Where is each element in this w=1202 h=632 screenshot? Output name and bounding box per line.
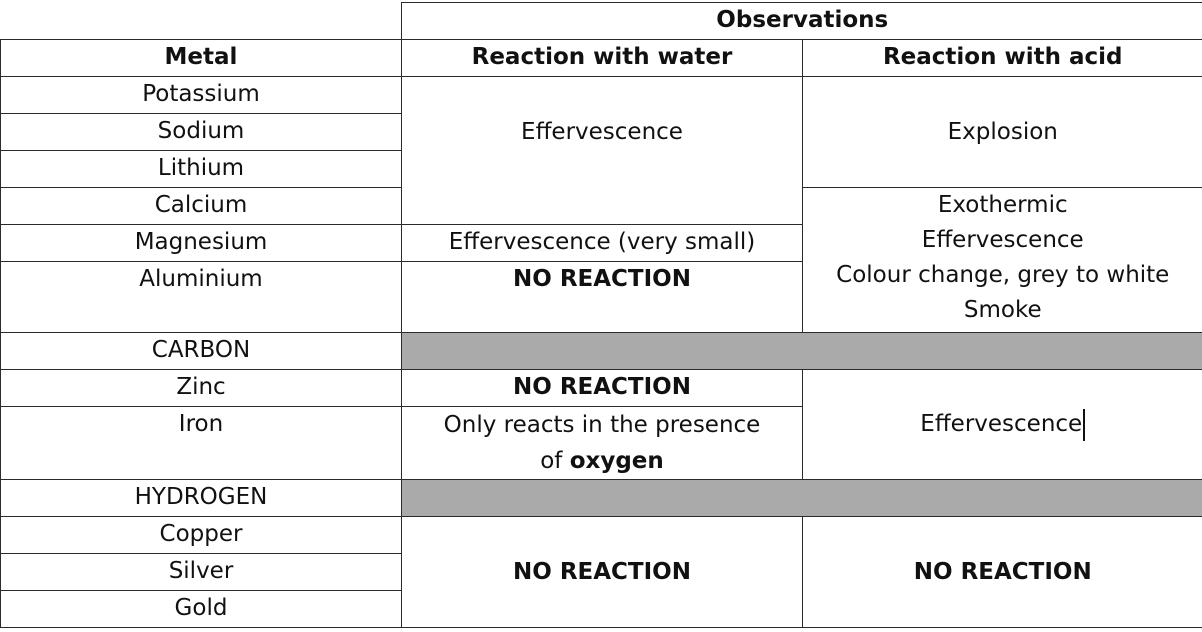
acid-column-header: Reaction with acid (802, 39, 1202, 77)
table-row: CARBON (0, 332, 1202, 370)
metal-cell: Potassium (0, 76, 402, 114)
metal-cell: Gold (0, 590, 402, 628)
metal-cell: Zinc (0, 369, 402, 407)
water-column-header: Reaction with water (401, 39, 803, 77)
acid-observation-text: Effervescence (920, 411, 1083, 437)
acid-observation-line: Exothermic (937, 192, 1068, 218)
metal-cell: Aluminium (0, 261, 402, 333)
acid-reaction-cell: NO REACTION (802, 516, 1202, 628)
acid-reaction-cell: Effervescence (802, 369, 1202, 480)
metal-cell: Calcium (0, 187, 402, 225)
table-row: Potassium Effervescence Explosion (0, 76, 1202, 225)
table-row: Sodium (0, 113, 1202, 151)
acid-observation-line: Smoke (963, 297, 1042, 323)
separator-fill (401, 332, 1202, 370)
metal-cell: Copper (0, 516, 402, 554)
table-row: Gold (0, 590, 1202, 628)
separator-fill (401, 479, 1202, 517)
water-reaction-cell: Effervescence (very small) (401, 224, 803, 262)
table-row: Aluminium NO REACTION (0, 261, 1202, 333)
iron-water-line-1: Only reacts in the presence (443, 412, 761, 438)
text-cursor (1083, 408, 1086, 441)
water-reaction-cell: Only reacts in the presence of oxygen (401, 406, 803, 480)
acid-reaction-cell: Exothermic Effervescence Colour change, … (802, 187, 1202, 333)
separator-label-cell: CARBON (0, 332, 402, 370)
metal-cell: Sodium (0, 113, 402, 151)
table-row: Zinc NO REACTION Effervescence (0, 369, 1202, 480)
separator-label-cell: HYDROGEN (0, 479, 402, 517)
water-reaction-cell: Effervescence (401, 76, 803, 225)
acid-reaction-cell: Explosion (802, 76, 1202, 188)
table-row: Calcium Exothermic Effervescence Colour … (0, 187, 1202, 333)
metal-column-header: Metal (0, 39, 402, 77)
table-row: Iron Only reacts in the presence of oxyg… (0, 406, 1202, 480)
metal-cell: Silver (0, 553, 402, 591)
metal-cell: Iron (0, 406, 402, 480)
iron-water-line-2: of oxygen (403, 443, 802, 479)
water-reaction-cell: NO REACTION (401, 369, 803, 407)
table-row: Observations (0, 2, 1202, 40)
table-row: HYDROGEN (0, 479, 1202, 517)
iron-water-bold: oxygen (569, 448, 664, 474)
table-row: Copper NO REACTION NO REACTION (0, 516, 1202, 628)
iron-water-prefix: of (540, 448, 570, 474)
empty-corner-cell (0, 2, 402, 40)
table-row: Lithium (0, 150, 1202, 188)
table-row: Metal Reaction with water Reaction with … (0, 39, 1202, 77)
water-reaction-cell: NO REACTION (401, 516, 803, 628)
water-reaction-cell: NO REACTION (401, 261, 803, 333)
acid-observation-line: Effervescence (921, 227, 1084, 253)
observations-header: Observations (401, 2, 1202, 40)
metal-cell: Magnesium (0, 224, 402, 262)
metal-cell: Lithium (0, 150, 402, 188)
acid-observation-line: Colour change, grey to white (836, 262, 1170, 288)
